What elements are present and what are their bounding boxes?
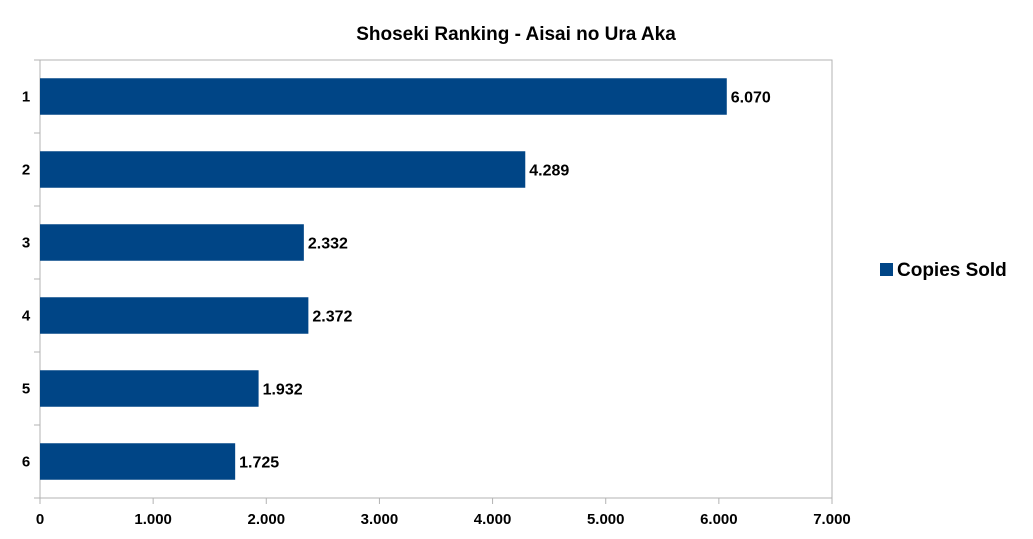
axis-labels: 0 1.000 2.000 3.000 4.000 5.000 6.000 7.000 1 6.0… bbox=[22, 89, 851, 529]
axis-ticks bbox=[34, 59, 833, 504]
x-tick-label: 1.000 bbox=[134, 511, 172, 528]
y-category-label: 6 bbox=[22, 454, 30, 471]
data-label-4: 2.372 bbox=[312, 309, 352, 326]
plot-area bbox=[39, 59, 833, 499]
y-category-label: 3 bbox=[22, 235, 30, 252]
legend-swatch bbox=[880, 263, 893, 276]
data-label-6: 1.725 bbox=[239, 455, 279, 472]
data-label-5: 1.932 bbox=[263, 382, 303, 399]
bar-6 bbox=[40, 443, 236, 480]
y-category-label: 4 bbox=[22, 308, 31, 325]
y-category-label: 1 bbox=[22, 89, 30, 106]
x-tick-label: 4.000 bbox=[474, 511, 512, 528]
x-tick-label: 2.000 bbox=[248, 511, 286, 528]
bar-5 bbox=[40, 370, 259, 407]
bar-1 bbox=[40, 78, 727, 115]
bar-2 bbox=[40, 151, 526, 188]
x-tick-label: 6.000 bbox=[700, 511, 738, 528]
data-label-3: 2.332 bbox=[308, 236, 348, 253]
legend-label: Copies Sold bbox=[897, 260, 1007, 281]
bars bbox=[40, 78, 727, 480]
x-tick-label: 7.000 bbox=[813, 511, 851, 528]
x-tick-label: 3.000 bbox=[361, 511, 399, 528]
legend: Copies Sold bbox=[880, 260, 1007, 281]
x-tick-label: 5.000 bbox=[587, 511, 625, 528]
data-label-1: 6.070 bbox=[731, 90, 771, 107]
y-category-label: 5 bbox=[22, 381, 30, 398]
chart-title: Shoseki Ranking - Aisai no Ura Aka bbox=[356, 24, 676, 45]
x-tick-label: 0 bbox=[36, 511, 44, 528]
data-label-2: 4.289 bbox=[529, 163, 569, 180]
bar-3 bbox=[40, 224, 304, 261]
y-category-label: 2 bbox=[22, 162, 30, 179]
bar-4 bbox=[40, 297, 309, 334]
